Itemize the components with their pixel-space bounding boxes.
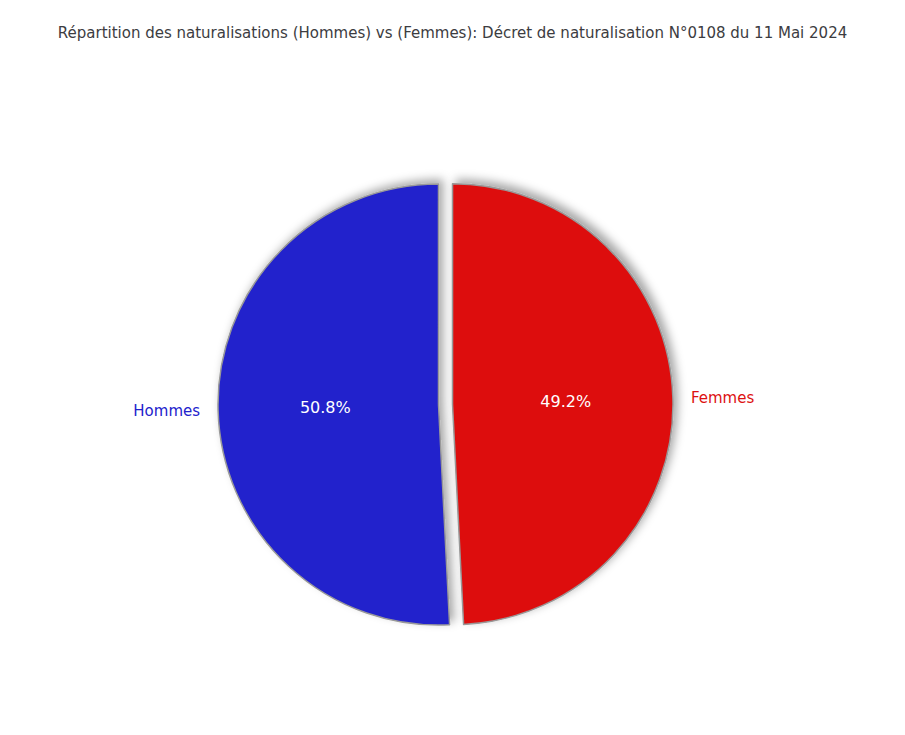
svg-text:Femmes: Femmes (691, 389, 754, 407)
svg-text:49.2%: 49.2% (540, 392, 591, 411)
svg-text:Hommes: Hommes (133, 402, 200, 420)
svg-text:Répartition des naturalisation: Répartition des naturalisations (Hommes)… (58, 24, 847, 42)
svg-text:50.8%: 50.8% (300, 398, 351, 417)
